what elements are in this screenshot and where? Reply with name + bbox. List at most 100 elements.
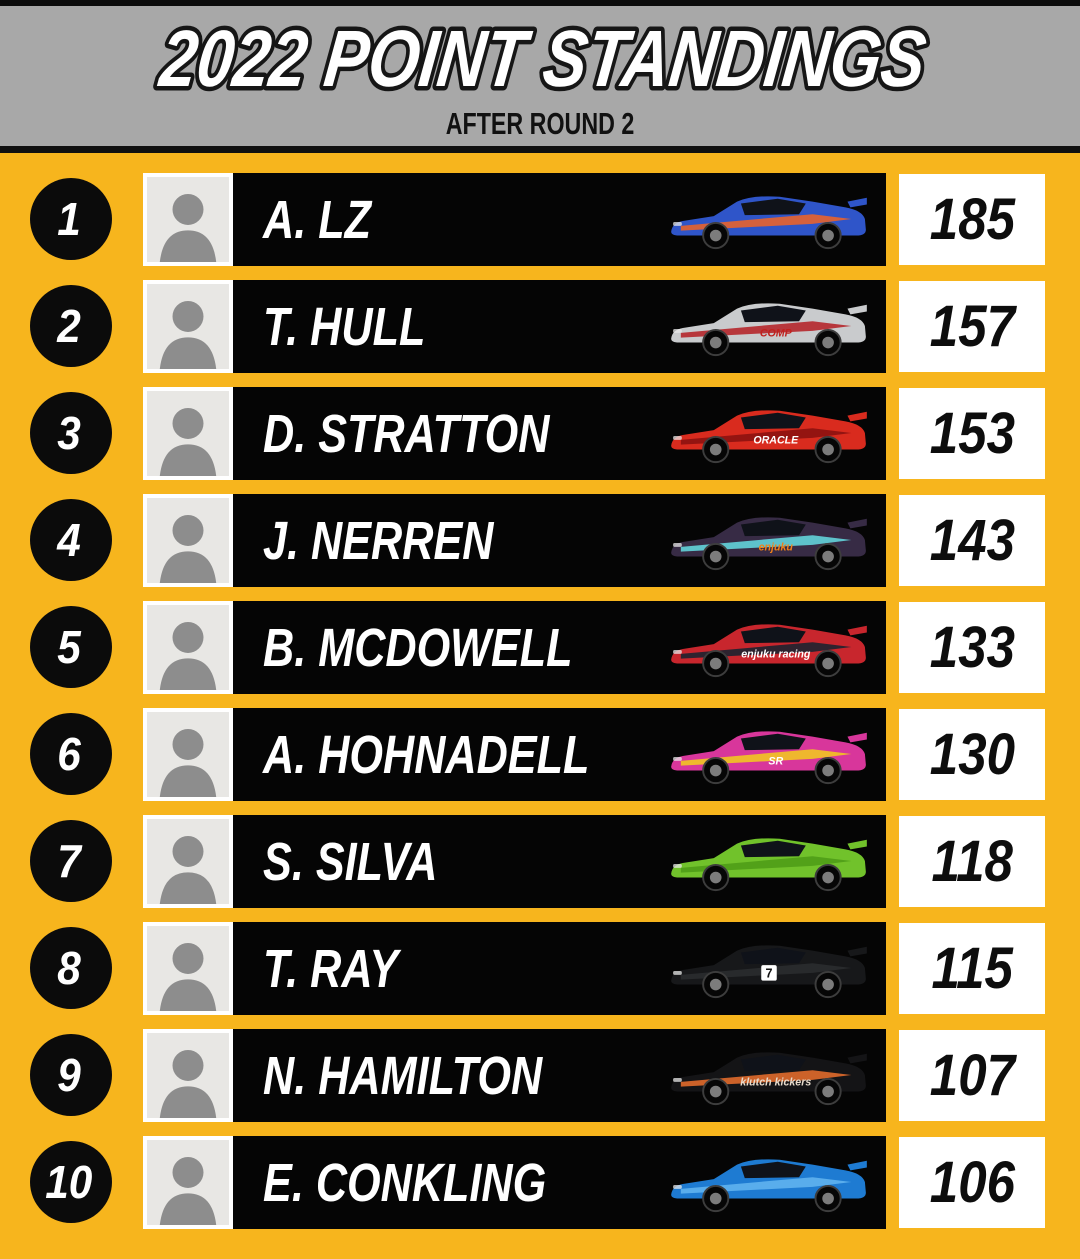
driver-avatar-icon — [147, 713, 229, 797]
page-title: 2022 POINT STANDINGS — [154, 14, 930, 103]
driver-bar: T. RAY 7 — [233, 922, 886, 1015]
driver-photo-frame — [147, 605, 229, 690]
driver-bar: A. HOHNADELL SR — [233, 708, 886, 801]
standings-row: 6 A. HOHNADELL SR — [0, 708, 1080, 801]
rank-badge: 10 — [30, 1141, 112, 1223]
car-graphic: ORACLE — [671, 409, 867, 463]
driver-photo-frame — [147, 1140, 229, 1225]
driver-name: D. STRATTON — [263, 403, 550, 464]
driver-name: E. CONKLING — [263, 1152, 547, 1213]
top-border — [0, 0, 1080, 6]
driver-avatar-icon — [147, 606, 229, 690]
driver-name: T. RAY — [263, 938, 399, 999]
driver-photo — [143, 601, 233, 694]
points-box: 118 — [899, 816, 1045, 907]
driver-photo — [143, 387, 233, 480]
driver-bar: N. HAMILTON klutch kickers — [233, 1029, 886, 1122]
rank-number: 8 — [56, 942, 81, 994]
driver-photo-frame — [147, 498, 229, 583]
driver-name: B. MCDOWELL — [263, 617, 573, 678]
driver-name: J. NERREN — [263, 510, 494, 571]
car-graphic — [671, 837, 867, 891]
driver-photo — [143, 173, 233, 266]
car-graphic: enjuku — [671, 516, 867, 570]
driver-avatar-icon — [147, 927, 229, 1011]
driver-photo — [143, 815, 233, 908]
points-box: 185 — [899, 174, 1045, 265]
rank-badge: 9 — [30, 1034, 112, 1116]
points-value: 133 — [929, 615, 1015, 680]
driver-photo — [143, 1136, 233, 1229]
points-value: 115 — [931, 936, 1013, 1001]
points-value: 130 — [929, 722, 1015, 787]
rank-number: 10 — [45, 1156, 93, 1208]
driver-bar: E. CONKLING — [233, 1136, 886, 1229]
driver-name: S. SILVA — [263, 831, 438, 892]
points-box: 115 — [899, 923, 1045, 1014]
driver-avatar-icon — [147, 1034, 229, 1118]
car-graphic — [671, 1158, 867, 1212]
driver-name: T. HULL — [263, 296, 426, 357]
driver-name: A. LZ — [263, 189, 371, 250]
standings-row: 5 B. MCDOWELL enjuku racing — [0, 601, 1080, 694]
rank-number: 5 — [56, 621, 81, 673]
points-value: 157 — [929, 294, 1015, 359]
driver-photo — [143, 280, 233, 373]
driver-avatar-icon — [147, 1141, 229, 1225]
rank-number: 7 — [56, 835, 81, 887]
car-livery-text: ORACLE — [753, 434, 799, 446]
rank-badge: 2 — [30, 285, 112, 367]
car-livery-text: enjuku — [759, 541, 794, 553]
rank-number: 2 — [56, 300, 81, 352]
points-value: 153 — [929, 401, 1015, 466]
driver-bar: A. LZ — [233, 173, 886, 266]
driver-photo-frame — [147, 1033, 229, 1118]
driver-avatar-icon — [147, 285, 229, 369]
rank-badge: 1 — [30, 178, 112, 260]
rank-badge: 8 — [30, 927, 112, 1009]
standings-row: 4 J. NERREN enjuku — [0, 494, 1080, 587]
header-banner: 2022 POINT STANDINGS AFTER ROUND 2 — [0, 6, 1080, 153]
driver-photo — [143, 708, 233, 801]
car-graphic: 7 — [671, 944, 867, 998]
driver-photo-frame — [147, 712, 229, 797]
points-value: 185 — [929, 187, 1015, 252]
driver-bar: T. HULL COMP — [233, 280, 886, 373]
rank-number: 1 — [56, 193, 81, 245]
standings-row: 2 T. HULL COMP — [0, 280, 1080, 373]
car-livery-text: COMP — [760, 327, 793, 339]
driver-photo-frame — [147, 926, 229, 1011]
standings-row: 9 N. HAMILTON klutch kickers — [0, 1029, 1080, 1122]
driver-avatar-icon — [147, 392, 229, 476]
rank-number: 6 — [56, 728, 81, 780]
svg-text:7: 7 — [766, 966, 773, 980]
driver-photo-frame — [147, 819, 229, 904]
driver-bar: J. NERREN enjuku — [233, 494, 886, 587]
points-value: 143 — [929, 508, 1015, 573]
car-livery-text: klutch kickers — [740, 1076, 811, 1088]
driver-avatar-icon — [147, 499, 229, 583]
rank-number: 9 — [56, 1049, 81, 1101]
points-box: 153 — [899, 388, 1045, 479]
standings-row: 10 E. CONKLING — [0, 1136, 1080, 1229]
driver-photo — [143, 494, 233, 587]
car-graphic: COMP — [671, 302, 867, 356]
points-value: 107 — [929, 1043, 1015, 1108]
car-graphic: enjuku racing — [671, 623, 867, 677]
car-graphic: klutch kickers — [671, 1051, 867, 1105]
driver-bar: D. STRATTON ORACLE — [233, 387, 886, 480]
standings-row: 8 T. RAY 7 — [0, 922, 1080, 1015]
car-graphic — [671, 195, 867, 249]
standings-row: 1 A. LZ — [0, 173, 1080, 266]
driver-bar: B. MCDOWELL enjuku racing — [233, 601, 886, 694]
points-box: 143 — [899, 495, 1045, 586]
driver-avatar-icon — [147, 178, 229, 262]
rank-number: 3 — [56, 407, 81, 459]
driver-name: A. HOHNADELL — [263, 724, 590, 785]
driver-name: N. HAMILTON — [263, 1045, 543, 1106]
points-box: 130 — [899, 709, 1045, 800]
standings-row: 7 S. SILVA — [0, 815, 1080, 908]
rank-badge: 7 — [30, 820, 112, 902]
driver-photo — [143, 1029, 233, 1122]
standings-row: 3 D. STRATTON ORACLE — [0, 387, 1080, 480]
